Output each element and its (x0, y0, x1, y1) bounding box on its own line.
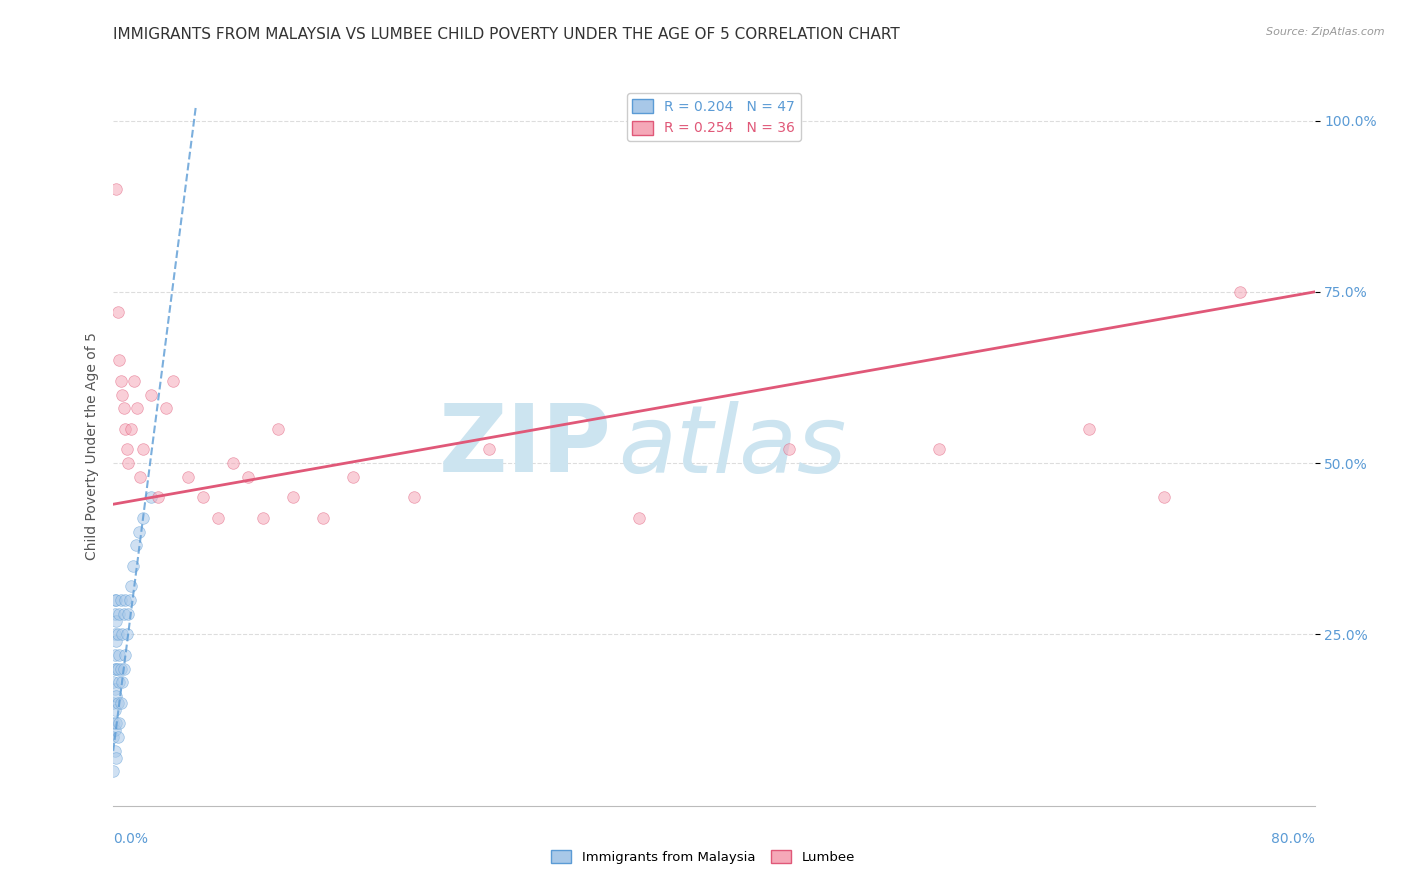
Point (117, 607, 139, 621)
Point (112, 401, 135, 416)
Point (105, 634, 128, 648)
Point (111, 675, 134, 690)
Point (111, 627, 134, 641)
Text: Source: ZipAtlas.com: Source: ZipAtlas.com (1267, 27, 1385, 37)
Point (132, 511, 155, 525)
Legend: R = 0.204   N = 47, R = 0.254   N = 36: R = 0.204 N = 47, R = 0.254 N = 36 (627, 94, 801, 141)
Point (207, 511, 229, 525)
Point (177, 470, 200, 484)
Point (104, 744, 127, 758)
Point (110, 696, 132, 710)
Point (103, 696, 125, 710)
Point (127, 401, 149, 416)
Point (402, 491, 425, 505)
Text: ZIP: ZIP (439, 400, 612, 492)
Point (193, 491, 215, 505)
Point (111, 387, 134, 401)
Point (103, 764, 125, 779)
Y-axis label: Child Poverty Under the Age of 5: Child Poverty Under the Age of 5 (86, 332, 100, 560)
Point (267, 422, 290, 436)
Point (104, 682, 127, 697)
Point (110, 593, 132, 607)
Point (105, 662, 128, 676)
Point (112, 662, 135, 676)
Text: IMMIGRANTS FROM MALAYSIA VS LUMBEE CHILD POVERTY UNDER THE AGE OF 5 CORRELATION : IMMIGRANTS FROM MALAYSIA VS LUMBEE CHILD… (114, 27, 900, 42)
Point (129, 470, 152, 484)
Point (104, 593, 127, 607)
Point (121, 558, 143, 573)
Point (1153, 491, 1175, 505)
Point (107, 627, 129, 641)
Point (107, 730, 129, 744)
Point (103, 675, 125, 690)
Point (114, 593, 136, 607)
Point (1229, 285, 1251, 299)
Point (115, 442, 138, 457)
Point (105, 750, 128, 764)
Point (114, 422, 136, 436)
Point (118, 593, 141, 607)
Point (132, 442, 155, 457)
Point (105, 182, 128, 196)
Point (115, 627, 138, 641)
Point (312, 511, 335, 525)
Point (120, 422, 142, 436)
Point (104, 627, 127, 641)
Point (110, 374, 132, 388)
Point (1078, 422, 1101, 436)
Point (222, 456, 245, 470)
Point (104, 703, 127, 717)
Point (283, 491, 305, 505)
Point (162, 374, 184, 388)
Point (155, 401, 177, 416)
Text: atlas: atlas (617, 401, 846, 491)
Point (105, 716, 128, 731)
Point (928, 442, 950, 457)
Point (252, 511, 274, 525)
Point (107, 696, 129, 710)
Point (139, 491, 162, 505)
Point (108, 675, 131, 690)
Legend: Immigrants from Malaysia, Lumbee: Immigrants from Malaysia, Lumbee (546, 845, 860, 870)
Point (107, 305, 129, 319)
Point (104, 723, 127, 738)
Point (108, 716, 131, 731)
Point (108, 648, 131, 662)
Text: 80.0%: 80.0% (1271, 832, 1315, 846)
Point (128, 524, 150, 539)
Point (114, 648, 136, 662)
Point (103, 716, 125, 731)
Point (139, 387, 162, 401)
Point (125, 538, 148, 552)
Point (105, 689, 128, 703)
Point (238, 470, 260, 484)
Point (117, 456, 139, 470)
Point (122, 374, 145, 388)
Point (103, 730, 125, 744)
Point (342, 470, 364, 484)
Point (478, 442, 501, 457)
Point (110, 662, 132, 676)
Point (108, 353, 131, 368)
Point (112, 607, 135, 621)
Point (108, 607, 131, 621)
Point (627, 511, 650, 525)
Point (105, 593, 128, 607)
Point (107, 662, 129, 676)
Point (104, 607, 127, 621)
Point (104, 662, 127, 676)
Text: 0.0%: 0.0% (114, 832, 148, 846)
Point (105, 614, 128, 628)
Point (778, 442, 800, 457)
Point (148, 491, 170, 505)
Point (104, 648, 127, 662)
Point (120, 579, 142, 593)
